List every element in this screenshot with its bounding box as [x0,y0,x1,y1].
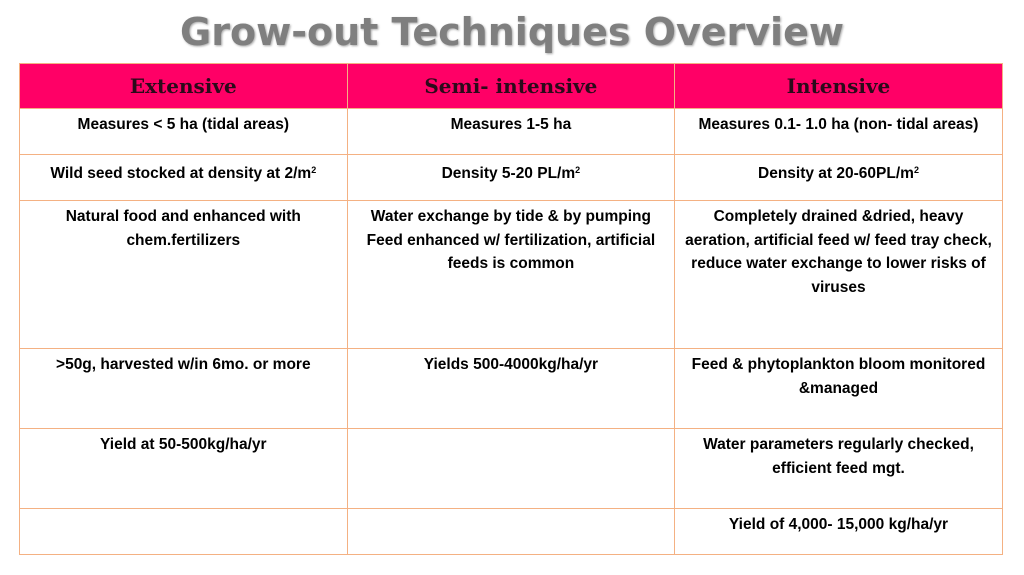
superscript: 2 [575,165,581,175]
cell-semi-intensive [346,428,676,509]
cell-extensive: Wild seed stocked at density at 2/m2 [19,154,348,201]
cell-intensive: Water parameters regularly checked, effi… [674,428,1003,509]
header-row: Extensive Semi- intensive Intensive [19,63,1003,109]
cell-intensive: Completely drained &dried, heavy aeratio… [674,200,1003,349]
cell-text: Density 5-20 PL/m [441,165,576,182]
table-row: Wild seed stocked at density at 2/m2 Den… [19,154,1003,201]
cell-semi-intensive [346,508,676,555]
cell-text: Wild seed stocked at density at 2/m [50,165,312,182]
cell-intensive: Measures 0.1- 1.0 ha (non- tidal areas) [674,108,1003,155]
superscript: 2 [311,165,317,175]
table-row: >50g, harvested w/in 6mo. or more Yields… [19,348,1003,429]
cell-intensive: Feed & phytoplankton bloom monitored &ma… [674,348,1003,429]
cell-extensive: Yield at 50-500kg/ha/yr [19,428,348,509]
superscript: 2 [913,165,919,175]
table-row: Yield at 50-500kg/ha/yr Water parameters… [19,428,1003,509]
cell-semi-intensive: Density 5-20 PL/m2 [346,154,676,201]
cell-extensive: Measures < 5 ha (tidal areas) [19,108,348,155]
cell-extensive: Natural food and enhanced with chem.fert… [19,200,348,349]
cell-semi-intensive: Water exchange by tide & by pumping Feed… [346,200,676,349]
header-extensive: Extensive [19,63,348,109]
header-semi-intensive: Semi- intensive [346,63,676,109]
cell-semi-intensive: Yields 500-4000kg/ha/yr [346,348,676,429]
cell-semi-intensive: Measures 1-5 ha [346,108,676,155]
slide-title: Grow-out Techniques Overview [180,10,844,54]
table-row: Yield of 4,000- 15,000 kg/ha/yr [19,508,1003,555]
cell-text: Density at 20-60PL/m [758,165,914,182]
techniques-table: Extensive Semi- intensive Intensive Meas… [19,63,1003,555]
cell-intensive: Yield of 4,000- 15,000 kg/ha/yr [674,508,1003,555]
table-row: Measures < 5 ha (tidal areas) Measures 1… [19,108,1003,155]
cell-extensive [19,508,348,555]
cell-extensive: >50g, harvested w/in 6mo. or more [19,348,348,429]
header-intensive: Intensive [674,63,1003,109]
table-row: Natural food and enhanced with chem.fert… [19,200,1003,349]
cell-intensive: Density at 20-60PL/m2 [674,154,1003,201]
